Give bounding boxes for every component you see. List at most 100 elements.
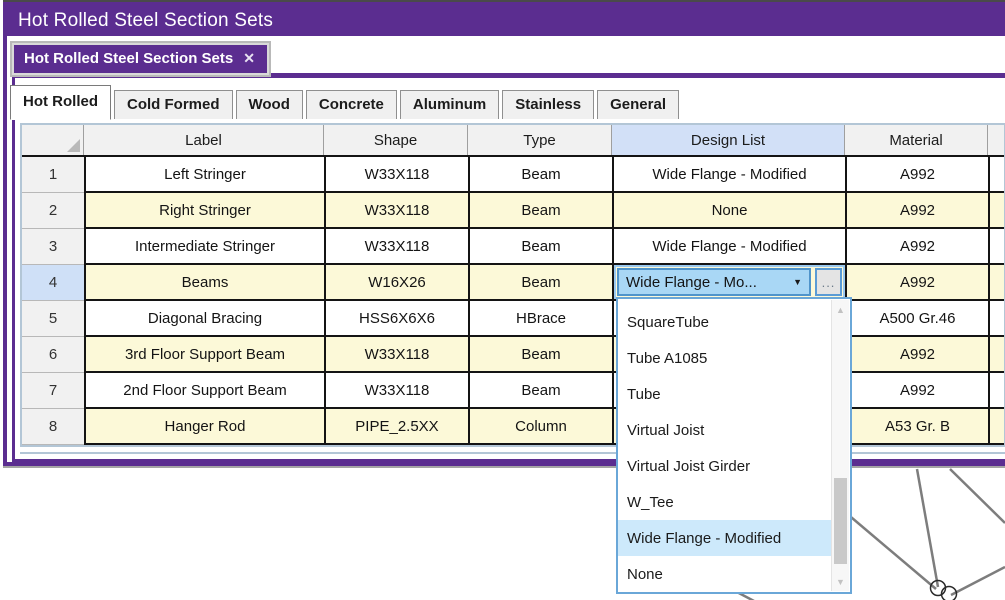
cell-partial-row-3 (988, 229, 1004, 265)
cell-partial-row-7 (988, 373, 1004, 409)
row-number[interactable]: 3 (22, 229, 84, 265)
table-row: 2 Right Stringer W33X118 Beam None A992 (22, 193, 1004, 229)
cell-material-row-7[interactable]: A992 (845, 373, 988, 409)
row-number[interactable]: 4 (22, 265, 84, 301)
document-tab-label: Hot Rolled Steel Section Sets (24, 50, 234, 67)
cell-type-row-3[interactable]: Beam (468, 229, 612, 265)
column-header-material[interactable]: Material (845, 125, 988, 155)
dropdown-arrow-icon[interactable]: ▼ (793, 277, 802, 287)
cell-shape-row-7[interactable]: W33X118 (324, 373, 468, 409)
cell-label-row-5[interactable]: Diagonal Bracing (84, 301, 324, 337)
dropdown-item-squaretube[interactable]: SquareTube (627, 313, 710, 331)
window-title: Hot Rolled Steel Section Sets (18, 10, 274, 31)
cell-label-row-2[interactable]: Right Stringer (84, 193, 324, 229)
row-number[interactable]: 8 (22, 409, 84, 445)
dropdown-item-virtual-joist-girder[interactable]: Virtual Joist Girder (627, 457, 751, 475)
dropdown-scrollbar[interactable]: ▲ ▼ (831, 300, 849, 591)
cell-type-row-2[interactable]: Beam (468, 193, 612, 229)
cell-label-row-7[interactable]: 2nd Floor Support Beam (84, 373, 324, 409)
close-icon[interactable]: ✕ (243, 50, 255, 66)
cell-shape-row-2[interactable]: W33X118 (324, 193, 468, 229)
row-number[interactable]: 2 (22, 193, 84, 229)
cell-type-row-6[interactable]: Beam (468, 337, 612, 373)
tab-general[interactable]: General (597, 90, 679, 119)
cell-label-row-4[interactable]: Beams (84, 265, 324, 301)
window-body: Hot Rolled Steel Section Sets ✕ Hot Roll… (7, 36, 1005, 462)
tab-concrete[interactable]: Concrete (305, 90, 397, 119)
scrollbar-thumb[interactable] (834, 478, 847, 564)
row-number[interactable]: 6 (22, 337, 84, 373)
cell-material-row-4[interactable]: A992 (845, 265, 988, 301)
cell-label-row-3[interactable]: Intermediate Stringer (84, 229, 324, 265)
dropdown-item-w-tee[interactable]: W_Tee (627, 493, 674, 511)
cell-design-list-row-1[interactable]: Wide Flange - Modified (612, 157, 845, 193)
dropdown-item-none[interactable]: None (627, 565, 663, 583)
ellipsis-button[interactable]: ... (815, 268, 842, 296)
cell-material-row-6[interactable]: A992 (845, 337, 988, 373)
cell-design-list-row-4[interactable]: Wide Flange - Mo... ▼ ... (612, 265, 845, 301)
grid-bottom-border (20, 452, 1005, 454)
column-header-design-list[interactable]: Design List (612, 125, 845, 155)
table-row: 4 Beams W16X26 Beam Wide Flange - Mo... ▼ .… (22, 265, 1004, 301)
design-list-editor: Wide Flange - Mo... ▼ ... (614, 265, 845, 299)
table-row: 7 2nd Floor Support Beam W33X118 Beam A992 (22, 373, 1004, 409)
cell-material-row-3[interactable]: A992 (845, 229, 988, 265)
cell-partial-row-6 (988, 337, 1004, 373)
cell-type-row-5[interactable]: HBrace (468, 301, 612, 337)
cell-partial-row-8 (988, 409, 1004, 445)
cell-shape-row-6[interactable]: W33X118 (324, 337, 468, 373)
window-title-bar: Hot Rolled Steel Section Sets (7, 6, 1005, 36)
dropdown-item-tube-a1085[interactable]: Tube A1085 (627, 349, 708, 367)
scroll-down-icon[interactable]: ▼ (836, 576, 845, 587)
column-header-label[interactable]: Label (84, 125, 324, 155)
cell-label-row-6[interactable]: 3rd Floor Support Beam (84, 337, 324, 373)
cell-type-row-8[interactable]: Column (468, 409, 612, 445)
dropdown-item-wide-flange-modified[interactable]: Wide Flange - Modified (618, 520, 832, 556)
cell-type-row-1[interactable]: Beam (468, 157, 612, 193)
dropdown-item-tube[interactable]: Tube (627, 385, 661, 403)
cell-type-row-7[interactable]: Beam (468, 373, 612, 409)
cell-shape-row-5[interactable]: HSS6X6X6 (324, 301, 468, 337)
column-header-shape[interactable]: Shape (324, 125, 468, 155)
cell-partial-row-5 (988, 301, 1004, 337)
cell-material-row-8[interactable]: A53 Gr. B (845, 409, 988, 445)
column-header-type[interactable]: Type (468, 125, 612, 155)
grid-header-row: Label Shape Type Design List Material (22, 125, 1004, 155)
tab-cold-formed[interactable]: Cold Formed (114, 90, 233, 119)
cell-shape-row-8[interactable]: PIPE_2.5XX (324, 409, 468, 445)
cell-design-list-row-3[interactable]: Wide Flange - Modified (612, 229, 845, 265)
table-row: 1 Left Stringer W33X118 Beam Wide Flange - M… (22, 157, 1004, 193)
row-number[interactable]: 7 (22, 373, 84, 409)
tab-stainless[interactable]: Stainless (502, 90, 595, 119)
dropdown-item-virtual-joist[interactable]: Virtual Joist (627, 421, 705, 439)
cell-design-list-row-2[interactable]: None (612, 193, 845, 229)
cell-label-row-1[interactable]: Left Stringer (84, 157, 324, 193)
design-list-combobox[interactable]: Wide Flange - Mo... ▼ (617, 268, 811, 296)
cell-partial-row-2 (988, 193, 1004, 229)
cell-label-row-8[interactable]: Hanger Rod (84, 409, 324, 445)
grid-rows: 1 Left Stringer W33X118 Beam Wide Flange - M… (22, 155, 1004, 445)
cell-partial-row-1 (988, 157, 1004, 193)
cell-partial-row-4 (988, 265, 1004, 301)
tab-hot-rolled[interactable]: Hot Rolled (10, 85, 111, 120)
document-tab[interactable]: Hot Rolled Steel Section Sets ✕ (14, 45, 267, 73)
cell-material-row-2[interactable]: A992 (845, 193, 988, 229)
scroll-up-icon[interactable]: ▲ (836, 304, 845, 315)
cell-shape-row-1[interactable]: W33X118 (324, 157, 468, 193)
grid-corner-cell[interactable] (22, 125, 84, 155)
row-number[interactable]: 5 (22, 301, 84, 337)
cell-shape-row-4[interactable]: W16X26 (324, 265, 468, 301)
cell-material-row-1[interactable]: A992 (845, 157, 988, 193)
select-all-triangle-icon (67, 139, 80, 152)
tab-strip: Hot Rolled Cold Formed Wood Concrete Aluminu… (10, 84, 682, 120)
cell-material-row-5[interactable]: A500 Gr.46 (845, 301, 988, 337)
design-list-dropdown: SquareTube Tube A1085 Tube Virtual Joist Vir… (616, 297, 852, 594)
document-tab-box: Hot Rolled Steel Section Sets ✕ (10, 41, 271, 77)
cell-shape-row-3[interactable]: W33X118 (324, 229, 468, 265)
cell-type-row-4[interactable]: Beam (468, 265, 612, 301)
combobox-value: Wide Flange - Mo... (626, 273, 757, 291)
row-number[interactable]: 1 (22, 157, 84, 193)
tab-wood[interactable]: Wood (235, 90, 303, 119)
tab-aluminum[interactable]: Aluminum (399, 90, 500, 119)
